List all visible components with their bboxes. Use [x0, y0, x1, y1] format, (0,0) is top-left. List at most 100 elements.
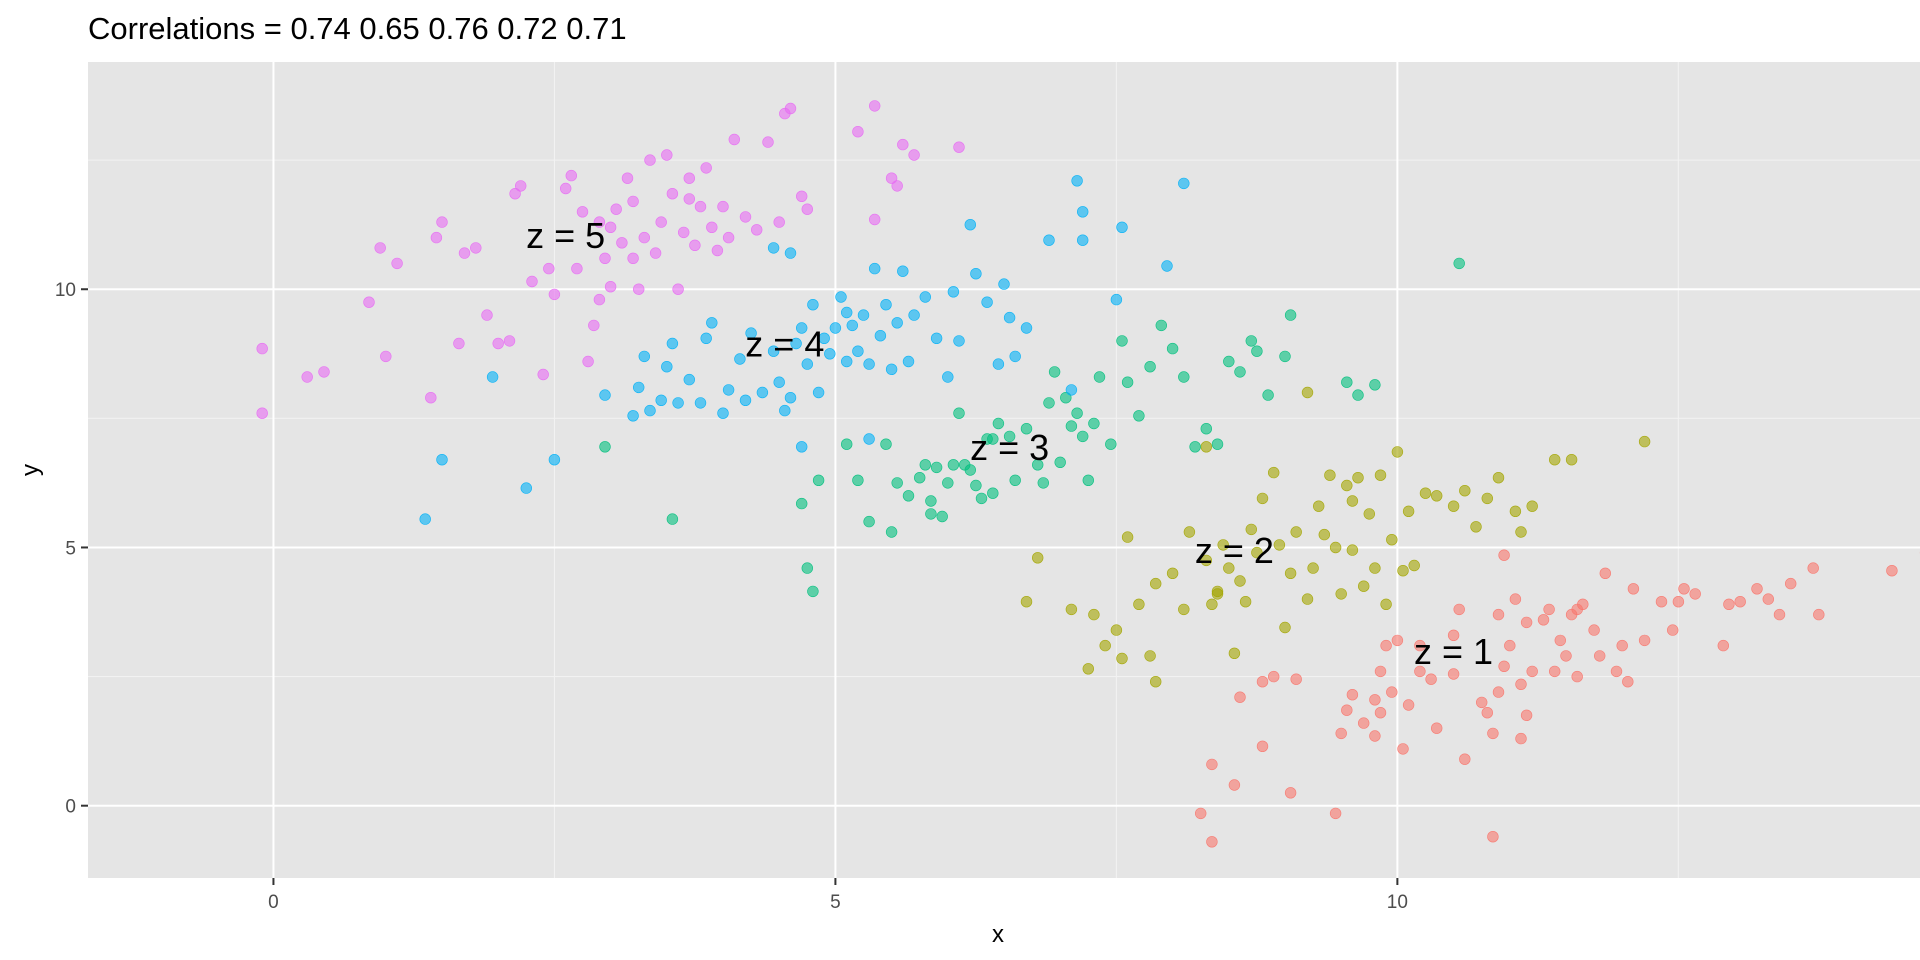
data-point — [1509, 505, 1522, 517]
data-point — [1211, 438, 1224, 450]
data-point — [1251, 546, 1263, 559]
data-point — [1031, 459, 1044, 471]
data-point — [470, 242, 482, 254]
data-point — [627, 252, 639, 264]
data-point — [1459, 485, 1471, 497]
data-point — [1223, 562, 1235, 574]
data-point — [1301, 593, 1314, 605]
data-point — [1363, 508, 1376, 520]
data-point — [874, 330, 887, 342]
data-point — [616, 237, 628, 249]
data-point — [812, 474, 825, 486]
data-point — [1638, 435, 1651, 448]
data-point — [666, 337, 679, 350]
data-point — [1784, 577, 1797, 590]
data-point — [700, 332, 712, 344]
data-point — [790, 337, 802, 350]
data-point — [706, 221, 718, 234]
group-label-z2: z = 2 — [1195, 530, 1274, 571]
data-point — [868, 100, 881, 112]
data-point — [419, 513, 431, 525]
data-point — [1178, 177, 1190, 190]
data-point — [1565, 454, 1578, 466]
data-point — [970, 268, 982, 280]
data-point — [885, 526, 898, 538]
data-point — [1284, 787, 1297, 799]
data-point — [801, 562, 813, 574]
data-point — [779, 404, 791, 417]
data-point — [1357, 717, 1370, 729]
data-point — [1487, 727, 1499, 740]
data-point — [891, 317, 903, 329]
data-point — [301, 371, 313, 383]
group-label-z5: z = 5 — [526, 215, 605, 256]
data-point — [1380, 598, 1392, 610]
data-point — [1560, 650, 1572, 662]
data-point — [677, 226, 690, 239]
data-point — [256, 342, 268, 355]
data-point — [1262, 389, 1274, 401]
data-point — [694, 200, 707, 213]
data-point — [1414, 665, 1426, 678]
data-point — [885, 172, 898, 184]
data-point — [1571, 670, 1583, 683]
data-point — [1279, 350, 1291, 363]
data-point — [576, 206, 589, 218]
data-point — [1071, 407, 1083, 419]
data-point — [1284, 567, 1297, 579]
data-point — [868, 213, 881, 226]
data-point — [1088, 608, 1100, 621]
data-point — [1515, 678, 1527, 690]
data-point — [1166, 342, 1179, 355]
series-z5 — [256, 100, 965, 419]
data-point — [632, 381, 645, 394]
data-point — [627, 195, 639, 208]
data-point — [588, 319, 600, 332]
group-label-z3: z = 3 — [970, 427, 1049, 468]
data-point — [1256, 740, 1269, 752]
data-point — [683, 193, 695, 205]
data-point — [1520, 616, 1533, 629]
data-point — [762, 136, 774, 148]
data-point — [1245, 335, 1258, 347]
data-point — [1003, 430, 1016, 443]
data-point — [711, 244, 724, 257]
y-tick-label: 0 — [65, 797, 76, 818]
data-point — [930, 461, 943, 474]
data-point — [1374, 706, 1387, 719]
data-point — [1430, 722, 1443, 734]
data-point — [750, 224, 763, 236]
data-point — [1773, 608, 1786, 621]
data-point — [1453, 257, 1465, 270]
data-point — [666, 513, 679, 525]
data-point — [1076, 206, 1089, 218]
data-point — [728, 133, 740, 146]
data-point — [694, 397, 707, 409]
data-point — [756, 386, 769, 399]
data-point — [902, 490, 915, 502]
data-point — [1475, 696, 1488, 709]
data-point — [571, 262, 583, 275]
data-point — [1588, 624, 1600, 636]
data-point — [722, 384, 735, 396]
data-point — [1133, 598, 1145, 610]
data-point — [1009, 350, 1021, 363]
data-point — [593, 293, 606, 306]
data-point — [1054, 456, 1066, 468]
data-point — [1234, 575, 1246, 587]
data-point — [1341, 704, 1353, 716]
data-point — [795, 322, 808, 334]
data-point — [644, 404, 656, 417]
data-point — [666, 188, 679, 200]
axis-ticks: 0 5 10 0 5 10 — [55, 280, 1408, 913]
data-point — [1071, 175, 1083, 187]
data-point — [1577, 598, 1589, 610]
data-point — [795, 497, 808, 510]
data-point — [1430, 490, 1443, 502]
data-point — [1206, 758, 1218, 771]
data-point — [1093, 371, 1106, 383]
data-point — [1481, 706, 1494, 719]
series-z1 — [1194, 549, 1920, 848]
data-point — [604, 281, 617, 293]
data-point — [1689, 588, 1701, 600]
